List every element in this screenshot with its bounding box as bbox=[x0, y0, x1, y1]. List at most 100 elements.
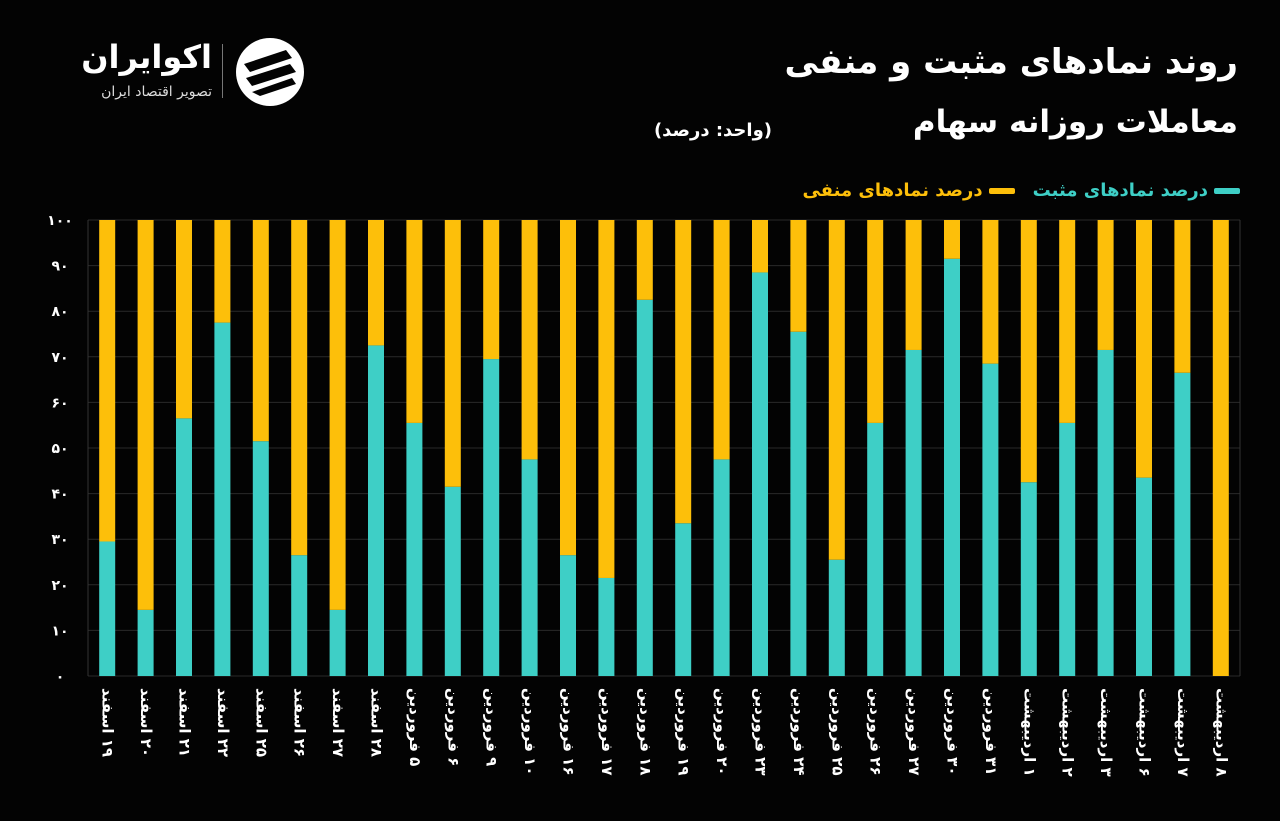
x-tick-label: ۱۹ فروردین bbox=[675, 688, 693, 775]
bar-negative bbox=[291, 220, 308, 556]
x-tick-label: ۱۶ فروردین bbox=[560, 688, 578, 775]
bar-negative bbox=[406, 220, 423, 423]
bar-negative bbox=[752, 220, 768, 273]
x-tick-label: ۲۷ اسفند bbox=[329, 688, 347, 757]
x-tick-label: ۲۶ فروردین bbox=[867, 688, 885, 775]
x-tick-label: ۲۲ اسفند bbox=[214, 688, 232, 757]
bar-positive bbox=[137, 609, 154, 676]
y-tick-label: ۹۰ bbox=[51, 259, 68, 275]
x-tick-label-text: ۱۶ فروردین bbox=[560, 688, 578, 775]
bar-negative bbox=[329, 220, 346, 610]
x-tick-label: ۶ اردیبهشت bbox=[1136, 688, 1154, 777]
x-tick-label: ۲۴ فروردین bbox=[790, 688, 808, 775]
legend-swatch-positive bbox=[1214, 187, 1240, 194]
x-tick-label-text: ۳ اردیبهشت bbox=[1097, 688, 1115, 777]
x-tick-label-text: ۶ اردیبهشت bbox=[1136, 688, 1154, 777]
x-tick-label-text: ۱۸ فروردین bbox=[636, 688, 654, 775]
x-tick-label-text: ۲۷ اسفند bbox=[329, 688, 347, 757]
x-tick-label: ۱۰ فروردین bbox=[521, 688, 539, 775]
bar-positive bbox=[291, 555, 308, 676]
bar-positive bbox=[598, 577, 615, 676]
x-tick-label: ۵ فروردین bbox=[406, 688, 424, 766]
x-tick-label-text: ۱۷ فروردین bbox=[598, 688, 616, 775]
x-tick-label-text: ۲۴ فروردین bbox=[790, 688, 808, 775]
x-tick-label-text: ۲۵ فروردین bbox=[828, 688, 846, 775]
bar-positive bbox=[944, 258, 960, 676]
brand-mark-icon bbox=[236, 38, 304, 106]
bar-negative bbox=[1212, 220, 1229, 676]
x-tick-label: ۱۸ فروردین bbox=[636, 688, 654, 775]
unit-note: (واحد: درصد) bbox=[653, 120, 772, 141]
x-tick-label-text: ۲۷ فروردین bbox=[905, 688, 923, 775]
x-tick-label: ۲۳ فروردین bbox=[752, 688, 770, 775]
y-tick-label: ۴۰ bbox=[51, 487, 68, 503]
bar-negative bbox=[790, 220, 807, 332]
brand-name: اکوایران bbox=[81, 38, 212, 76]
y-tick-label: ۲۰ bbox=[51, 578, 68, 594]
bar-positive bbox=[1097, 349, 1114, 676]
x-tick-label-text: ۱۰ فروردین bbox=[521, 688, 539, 775]
x-tick-label: ۲۰ اسفند bbox=[137, 688, 155, 757]
bar-negative bbox=[944, 220, 960, 259]
bar-positive bbox=[214, 322, 231, 676]
x-tick-label: ۲۰ فروردین bbox=[713, 688, 731, 775]
x-tick-label-text: ۷ اردیبهشت bbox=[1174, 688, 1192, 777]
bar-negative bbox=[1136, 220, 1152, 478]
bar-negative bbox=[99, 220, 116, 542]
bar-negative bbox=[444, 220, 461, 487]
bar-positive bbox=[982, 363, 999, 676]
legend-label-positive: درصد نمادهای مثبت bbox=[1032, 180, 1208, 201]
x-tick-label-text: ۹ فروردین bbox=[483, 688, 501, 766]
x-tick-label: ۷ اردیبهشت bbox=[1174, 688, 1192, 777]
bar-negative bbox=[675, 220, 692, 524]
bar-negative bbox=[560, 220, 576, 556]
x-tick-label-text: ۱ اردیبهشت bbox=[1020, 688, 1038, 777]
bar-positive bbox=[905, 349, 922, 676]
brand-tagline: تصویر اقتصاد ایران bbox=[101, 84, 212, 100]
x-tick-label: ۲۵ فروردین bbox=[828, 688, 846, 775]
bar-negative bbox=[636, 220, 653, 300]
bar-positive bbox=[329, 609, 346, 676]
x-tick-label-text: ۵ فروردین bbox=[406, 688, 424, 766]
bar-positive bbox=[521, 459, 538, 676]
bar-negative bbox=[252, 220, 269, 442]
x-tick-label: ۲۵ اسفند bbox=[252, 688, 270, 757]
bar-negative bbox=[368, 220, 384, 346]
y-tick-label: ۵۰ bbox=[51, 441, 68, 457]
x-tick-label: ۳ اردیبهشت bbox=[1097, 688, 1115, 777]
y-tick-label: ۱۰۰ bbox=[47, 213, 73, 229]
x-tick-label: ۱۹ اسفند bbox=[99, 688, 117, 757]
bar-positive bbox=[790, 331, 807, 676]
x-tick-label: ۲ اردیبهشت bbox=[1059, 688, 1077, 777]
x-tick-label-text: ۲۰ فروردین bbox=[713, 688, 731, 775]
legend-label-negative: درصد نمادهای منفی bbox=[802, 180, 983, 201]
bar-negative bbox=[521, 220, 538, 460]
bar-positive bbox=[675, 523, 692, 676]
bar-positive bbox=[368, 345, 384, 676]
x-tick-label: ۲۸ اسفند bbox=[368, 688, 386, 757]
x-tick-label-text: ۶ فروردین bbox=[444, 688, 462, 766]
chart-legend: درصد نمادهای مثبت درصد نمادهای منفی bbox=[802, 180, 1240, 201]
legend-item-negative: درصد نمادهای منفی bbox=[802, 180, 1015, 201]
bar-positive bbox=[752, 272, 768, 676]
legend-item-positive: درصد نمادهای مثبت bbox=[1033, 180, 1240, 201]
x-tick-label-text: ۲۶ فروردین bbox=[867, 688, 885, 775]
bar-negative bbox=[137, 220, 154, 610]
bar-positive bbox=[560, 555, 576, 676]
x-tick-label: ۲۷ فروردین bbox=[905, 688, 923, 775]
x-tick-label-text: ۱۹ اسفند bbox=[99, 688, 117, 757]
y-tick-label: ۶۰ bbox=[51, 395, 68, 411]
x-tick-label: ۱۷ فروردین bbox=[598, 688, 616, 775]
x-tick-label: ۳۰ فروردین bbox=[944, 688, 962, 775]
x-tick-label-text: ۳۰ فروردین bbox=[944, 688, 962, 775]
bar-negative bbox=[1059, 220, 1076, 423]
bar-positive bbox=[406, 422, 423, 676]
x-tick-label-text: ۲۶ اسفند bbox=[291, 688, 309, 757]
x-tick-label-text: ۲۰ اسفند bbox=[137, 688, 155, 757]
x-tick-label-text: ۲۱ اسفند bbox=[176, 688, 194, 757]
x-tick-label: ۸ اردیبهشت bbox=[1212, 688, 1230, 777]
x-tick-label-text: ۲ اردیبهشت bbox=[1059, 688, 1077, 777]
x-tick-label-text: ۲۲ اسفند bbox=[214, 688, 232, 757]
